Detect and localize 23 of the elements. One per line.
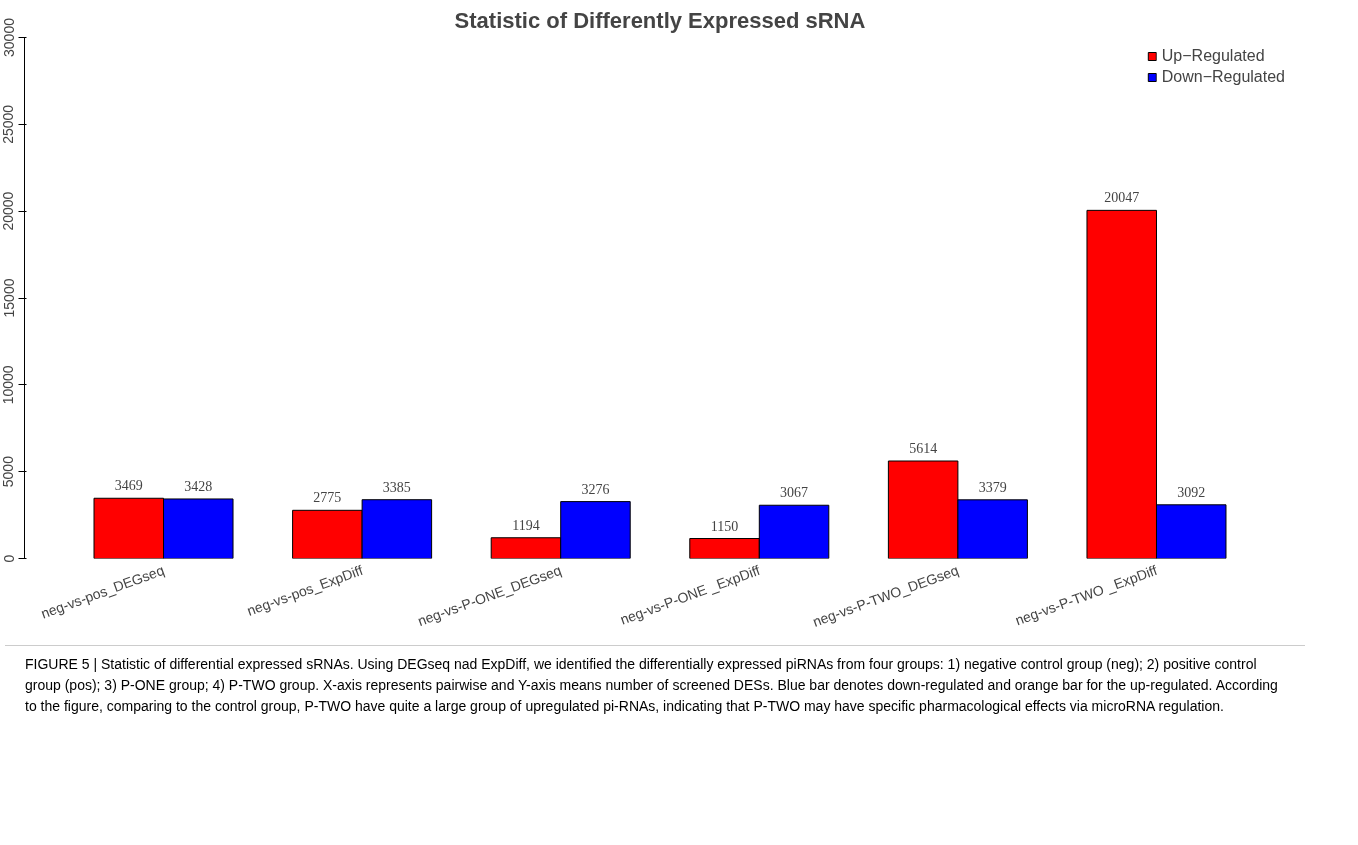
y-tick-label: 0: [0, 554, 17, 563]
y-tick-label: 10000: [0, 365, 17, 405]
data-label: 2775: [313, 490, 342, 506]
data-label: 3379: [978, 479, 1007, 495]
data-label: 3092: [1177, 484, 1206, 500]
y-tick-label: 30000: [0, 17, 17, 57]
data-label: 3276: [581, 481, 610, 497]
caption: FIGURE 5 | Statistic of differential expressed sRNAs. Using DEGseq nad ExpDiff, we identified the differentially expressed piRNAs from four groups: 1) negative control group (neg); 2) positive control group (pos); 3) P-ONE group; 4) P-TWO group. X-axis represents pairwise and Y-axis means number of screened DESs. Blue bar denotes down-regulated and orange bar for the up-regulated. According to the figure, comparing to the control group, P-TWO have quite a large group of upregulated pi-RNAs, indicating that P-TWO may have specific pharmacological effects via microRNA regulation.: [25, 655, 1279, 716]
legend-label: Down−Regulated: [1161, 68, 1285, 86]
data-label: 3385: [382, 479, 411, 495]
data-label: 5614: [909, 441, 938, 456]
data-label: 3428: [184, 478, 213, 494]
data-label: 3067: [780, 485, 809, 501]
y-tick-label: 20000: [0, 191, 17, 231]
y-tick-label: 25000: [0, 104, 17, 144]
legend-label: Up−Regulated: [1161, 47, 1265, 65]
data-label: 20047: [1104, 190, 1140, 206]
y-tick-label: 5000: [0, 455, 17, 488]
y-tick-label: 15000: [0, 278, 17, 318]
data-label: 3469: [114, 478, 143, 494]
data-label: 1150: [710, 518, 739, 534]
data-label: 1194: [512, 517, 540, 533]
chart-title: Statistic of Differently Expressed sRNA: [454, 7, 866, 33]
